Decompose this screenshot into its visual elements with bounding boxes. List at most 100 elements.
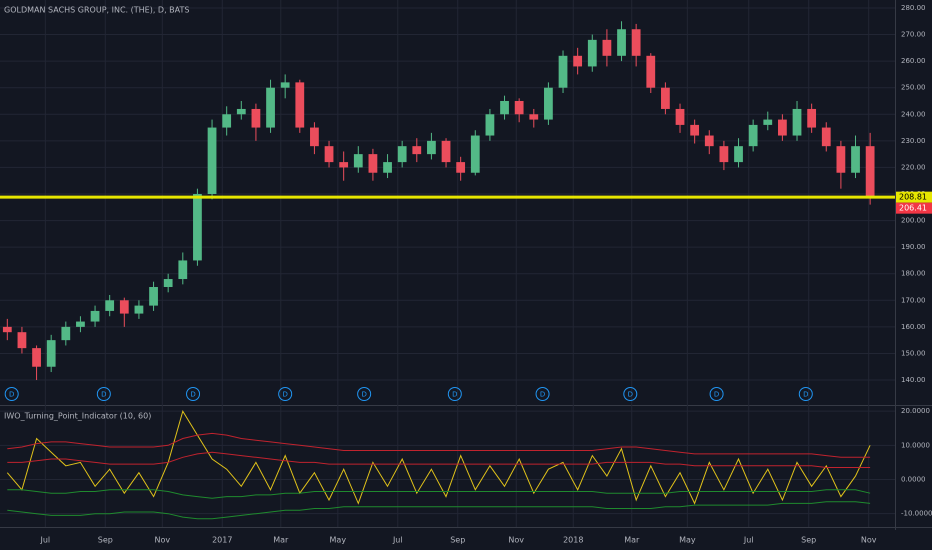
candle-body — [207, 127, 217, 194]
dividend-marker — [535, 387, 550, 401]
candle-body — [2, 326, 12, 333]
candle-body — [222, 114, 232, 128]
dividend-marker — [709, 387, 724, 401]
candle-body — [266, 87, 275, 128]
candle-body — [631, 29, 641, 56]
candle-body — [427, 140, 436, 155]
x-tick-label: Jul — [392, 536, 403, 545]
indicator-line — [7, 501, 871, 520]
candle-body — [734, 146, 743, 163]
dividend-marker — [447, 387, 462, 401]
candle-body — [456, 162, 466, 173]
x-tick-label: Mar — [273, 536, 289, 545]
candle-body — [821, 127, 831, 147]
candle-body — [865, 146, 875, 198]
candle-body — [178, 260, 188, 280]
x-tick-label: Nov — [155, 536, 171, 545]
y-tick-label: 170.00 — [901, 296, 926, 304]
candle-body — [500, 100, 509, 115]
candle-body — [704, 135, 714, 147]
indicator-line — [7, 432, 871, 458]
dividend-marker — [186, 387, 201, 401]
candle-body — [90, 310, 100, 322]
candle-body — [836, 146, 846, 173]
candle-body — [105, 300, 115, 311]
x-tick-label: Jul — [40, 536, 51, 545]
candle-body — [441, 140, 451, 163]
candle-body — [661, 87, 670, 109]
dividend-label: D — [190, 391, 195, 399]
x-tick-label: Jul — [743, 536, 754, 545]
dividend-marker — [798, 387, 813, 401]
y-tick-label: 230.00 — [901, 137, 926, 145]
candle-body — [280, 82, 290, 88]
indicator-line — [7, 489, 871, 499]
y-tick-label: 280.00 — [901, 4, 926, 12]
candle-body — [851, 146, 860, 173]
x-tick-label: Nov — [861, 536, 877, 545]
y-tick-label: 180.00 — [901, 270, 926, 278]
x-tick-label: Sep — [450, 536, 465, 545]
y-tick-label: 200.00 — [901, 217, 926, 225]
candle-body — [76, 321, 85, 327]
dividend-label: D — [628, 391, 633, 399]
candle-body — [236, 108, 246, 115]
candle-body — [46, 340, 56, 367]
labels: Jul Sep Nov 2017 Mar May Jul Sep Nov 2018 Mar May Ju… — [9, 4, 932, 545]
candle-body — [412, 146, 422, 155]
candle-body — [383, 162, 392, 173]
candle-body — [587, 39, 597, 67]
candle-body — [397, 146, 407, 163]
dividend-label: D — [9, 391, 14, 399]
candle-body — [558, 55, 568, 88]
dividend-marker — [278, 387, 293, 401]
price-label: 208.81 — [899, 193, 927, 202]
candle-body — [61, 326, 71, 341]
candle-body — [17, 332, 27, 349]
y-tick-label: 270.00 — [901, 31, 926, 39]
dividend-label: D — [282, 391, 287, 399]
dividend-marker — [357, 387, 372, 401]
candle-body — [310, 127, 319, 147]
candle-body — [690, 124, 700, 136]
candle-body — [646, 55, 656, 88]
candle-body — [514, 100, 524, 115]
y-tick-label: 150.00 — [901, 349, 926, 357]
x-tick-label: May — [679, 536, 696, 545]
y-tick-label: 160.00 — [901, 323, 926, 331]
candle-body — [119, 300, 129, 314]
x-tick-label: Sep — [801, 536, 816, 545]
dividend-marker — [623, 387, 638, 401]
x-tick-label: 2018 — [563, 536, 583, 545]
candle-body — [792, 108, 802, 136]
y-tick-label: 220.00 — [901, 163, 926, 171]
y-tick-label: -10.0000 — [901, 510, 932, 518]
candle-body — [602, 39, 612, 56]
y-tick-label: 0.0000 — [901, 475, 926, 483]
candle-body — [149, 287, 158, 306]
price-label: 206.41 — [899, 204, 927, 213]
x-tick-label: Nov — [508, 536, 524, 545]
candle-body — [529, 114, 539, 120]
indicator-title: IWO_Turning_Point_Indicator (10, 60) — [4, 412, 151, 421]
x-tick-label: Mar — [624, 536, 640, 545]
candle-body — [763, 119, 773, 125]
candle-body — [368, 154, 378, 173]
dividend-label: D — [803, 391, 808, 399]
grid — [0, 0, 895, 527]
candle-body — [617, 29, 626, 56]
x-tick-label: 2017 — [212, 536, 232, 545]
marks — [0, 21, 895, 520]
indicator-line — [7, 451, 871, 468]
candle-body — [339, 162, 349, 168]
y-tick-label: 250.00 — [901, 84, 926, 92]
candle-body — [324, 146, 334, 163]
candle-body — [573, 55, 583, 67]
y-tick-label: 140.00 — [901, 376, 926, 384]
y-tick-label: 260.00 — [901, 57, 926, 65]
candle-body — [353, 154, 363, 168]
dividend-label: D — [540, 391, 545, 399]
x-tick-label: Sep — [98, 536, 113, 545]
